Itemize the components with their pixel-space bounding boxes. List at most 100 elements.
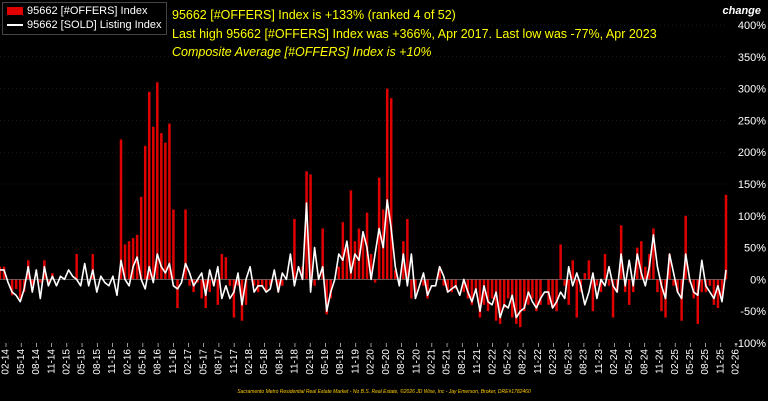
- bar: [583, 273, 587, 280]
- y-axis-title: change: [722, 5, 761, 17]
- x-tick-label: 08-19: [335, 349, 346, 375]
- bar: [325, 279, 328, 315]
- bar: [75, 253, 78, 280]
- bar: [410, 279, 413, 299]
- x-tick-label: 08-21: [457, 349, 468, 375]
- bar: [373, 279, 377, 283]
- bar: [337, 266, 341, 280]
- bar: [535, 279, 538, 312]
- bar: [539, 279, 542, 305]
- y-tick-label: -50%: [740, 306, 766, 318]
- footer-credit: Sacramento Metro Residential Real Estate…: [237, 389, 531, 395]
- y-tick-label: 150%: [738, 179, 766, 191]
- x-tick-label: 11-17: [229, 349, 240, 374]
- x-tick-label: 02-23: [548, 349, 559, 375]
- bar: [277, 279, 280, 293]
- bar: [563, 279, 566, 286]
- bar: [422, 279, 425, 286]
- bar: [474, 279, 478, 293]
- x-tick-label: 02-25: [670, 349, 681, 375]
- x-tick-label: 08-23: [579, 349, 590, 375]
- bar: [188, 279, 191, 286]
- bar: [454, 279, 458, 289]
- x-tick-label: 05-18: [259, 349, 270, 375]
- bar: [164, 142, 167, 280]
- bar: [2, 266, 6, 280]
- bar: [515, 279, 518, 324]
- x-tick-label: 11-15: [107, 349, 118, 374]
- bar: [519, 279, 522, 328]
- x-tick-label: 05-15: [77, 349, 88, 375]
- bar: [236, 279, 240, 286]
- bar: [361, 234, 365, 280]
- bar: [555, 279, 558, 312]
- bar: [353, 241, 357, 280]
- bar: [414, 279, 417, 293]
- x-tick-label: 08-20: [396, 349, 407, 375]
- bar: [531, 279, 534, 299]
- y-tick-label: 300%: [738, 84, 766, 96]
- bar: [176, 279, 179, 309]
- bar: [599, 279, 603, 293]
- x-tick-label: 05-14: [16, 349, 27, 375]
- bar: [523, 279, 526, 312]
- bar: [660, 279, 663, 312]
- bar: [220, 253, 224, 280]
- bar: [10, 279, 14, 296]
- x-tick-label: 05-19: [320, 349, 331, 375]
- bar: [708, 279, 712, 286]
- line-swatch-icon: [7, 24, 23, 26]
- bar: [119, 139, 123, 280]
- bar: [394, 269, 397, 280]
- bar: [680, 279, 683, 321]
- x-tick-label: 11-18: [290, 349, 301, 374]
- x-tick-label: 11-16: [168, 349, 179, 374]
- bar: [676, 279, 679, 293]
- bar: [684, 215, 687, 280]
- current-index-text: 95662 [#OFFERS] Index is +133% (ranked 4…: [172, 8, 456, 22]
- bar: [700, 279, 704, 293]
- bar: [172, 209, 175, 280]
- bar: [494, 279, 498, 321]
- y-tick-label: 400%: [738, 20, 766, 32]
- sold-index-line: [0, 199, 727, 319]
- bar: [672, 279, 675, 286]
- bar: [652, 228, 655, 280]
- bar: [692, 279, 695, 299]
- x-tick-label: 11-14: [46, 349, 57, 374]
- bar: [490, 279, 494, 299]
- bar: [406, 218, 409, 280]
- bar: [31, 279, 34, 286]
- x-tick-label: 02-26: [731, 349, 742, 375]
- bar: [123, 244, 127, 280]
- bar: [470, 279, 474, 305]
- bar: [668, 253, 671, 280]
- x-tick-label: 02-17: [183, 349, 194, 375]
- bar: [712, 279, 716, 305]
- bar-swatch-icon: [7, 7, 23, 15]
- bar: [39, 279, 42, 283]
- x-tick-label: 02-15: [61, 349, 72, 375]
- bar: [208, 279, 211, 293]
- high-low-text: Last high 95662 [#OFFERS] Index was +366…: [172, 27, 657, 41]
- x-tick-label: 05-23: [563, 349, 574, 375]
- bar: [450, 279, 453, 293]
- bar: [47, 279, 50, 283]
- bar-series: [0, 82, 728, 328]
- bar: [0, 266, 2, 280]
- grid: [0, 24, 726, 344]
- y-tick-label: 100%: [738, 211, 766, 223]
- bar: [478, 279, 482, 318]
- bar: [595, 279, 599, 286]
- composite-average-text: Composite Average [#OFFERS] Index is +10…: [172, 45, 432, 59]
- x-tick-label: 02-22: [487, 349, 498, 375]
- bar: [369, 253, 373, 280]
- y-axis: -100% -50% 0% 50% 100% 150% 200% 250% 300% 350% 40…: [734, 20, 766, 350]
- bar: [252, 279, 256, 286]
- line-series: [0, 199, 727, 319]
- bar: [268, 279, 272, 286]
- x-tick-label: 11-24: [655, 349, 666, 374]
- x-tick-label: 02-19: [305, 349, 316, 375]
- bar: [442, 279, 445, 286]
- x-tick-label: 02-18: [244, 349, 255, 375]
